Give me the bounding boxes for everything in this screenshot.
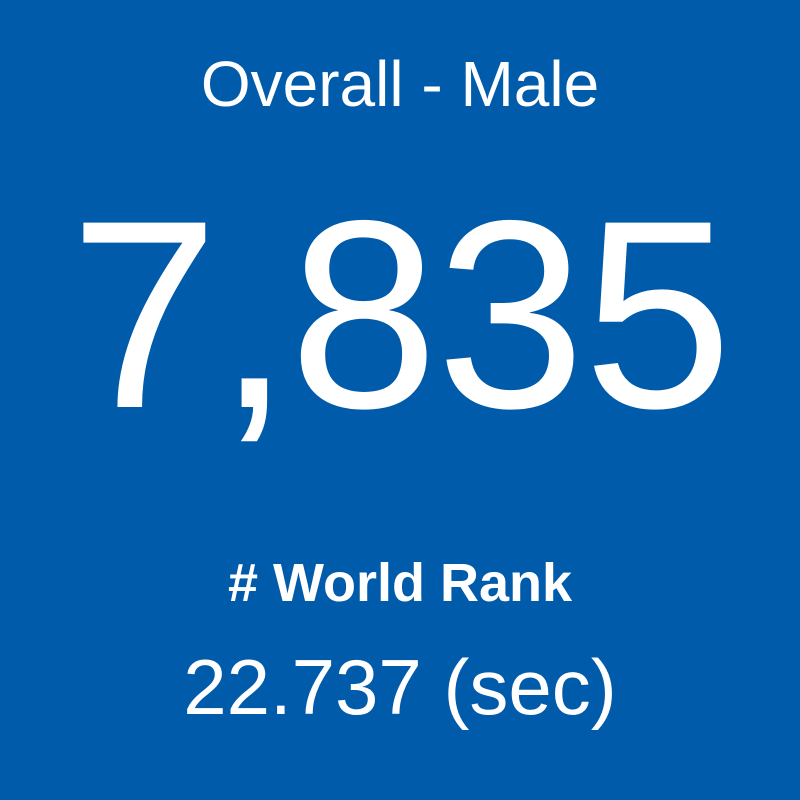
tile-title: Overall - Male [200, 48, 600, 120]
tile-value: 7,835 [69, 164, 733, 464]
tile-label: # World Rank [227, 553, 573, 613]
tile-time: 22.737 (sec) [183, 643, 617, 731]
